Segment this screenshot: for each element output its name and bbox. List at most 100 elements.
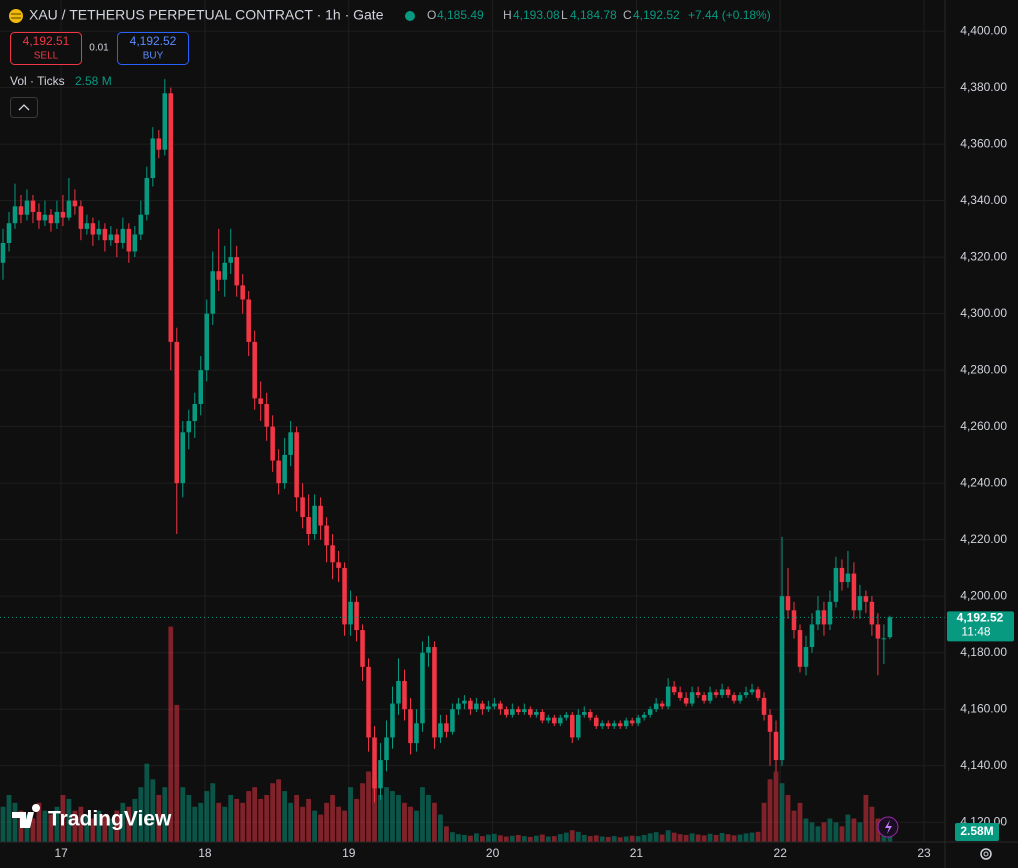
candle-body [516, 709, 521, 713]
market-status [405, 11, 415, 21]
candle-body [372, 737, 377, 789]
volume-bar [731, 835, 737, 842]
y-tick-label: 4,320.00 [960, 249, 1007, 263]
volume-bar [575, 831, 581, 842]
candle-body [390, 703, 395, 738]
volume-bar [450, 832, 455, 842]
volume-bar [803, 818, 809, 842]
collapse-icon[interactable] [18, 104, 30, 111]
buy-label[interactable]: BUY [143, 51, 164, 62]
axis-layer: 4,120.004,140.004,160.004,180.004,200.00… [54, 23, 1014, 860]
candle-body [498, 703, 503, 710]
collapse-button[interactable] [10, 97, 38, 118]
volume-bar [755, 831, 761, 842]
candle-body [701, 695, 707, 701]
candle-body [312, 505, 317, 535]
volume-bar [629, 835, 635, 842]
candle-body [114, 234, 120, 243]
volume-bar [90, 818, 96, 842]
volume-bar [761, 802, 767, 842]
volume-bar [599, 836, 605, 842]
volume-bar [683, 834, 689, 842]
candle-body [138, 214, 144, 235]
volume-bar [749, 832, 755, 842]
volume-bar [773, 771, 779, 842]
volume-bar [60, 795, 66, 842]
candle-body [42, 214, 48, 221]
volume-bar [108, 818, 114, 842]
volume-bar [689, 833, 695, 842]
candle-body [863, 596, 869, 602]
candle-body [641, 714, 647, 718]
sell-label[interactable]: SELL [34, 51, 59, 62]
y-tick-label: 4,160.00 [960, 701, 1007, 715]
volume-bar [641, 834, 647, 842]
candle-body [575, 714, 581, 738]
candle-body [528, 709, 533, 715]
volume-bar [569, 830, 575, 842]
volume-bar [12, 802, 18, 842]
volume-bar [533, 835, 539, 842]
settings-icon[interactable] [980, 848, 992, 860]
buy-price[interactable]: 4,192.52 [130, 34, 177, 48]
candle-body [156, 138, 162, 150]
volume-bar [78, 806, 84, 842]
volume-bar [671, 832, 677, 842]
volume-bar [114, 810, 120, 842]
candle-body [234, 257, 239, 286]
c-key: C [623, 8, 632, 22]
candle-body [282, 454, 287, 484]
candle-body [653, 703, 659, 710]
volume-bar [270, 783, 276, 842]
candle-body [426, 647, 431, 653]
candle-body [264, 404, 269, 427]
candle-body [761, 697, 767, 715]
candle-body [558, 717, 563, 724]
candle-body [719, 689, 725, 696]
candle-body [492, 703, 497, 707]
candle-body [617, 723, 623, 727]
candle-body [839, 567, 845, 583]
volume-bar [174, 704, 180, 842]
candle-body [348, 601, 353, 625]
candle-body [150, 138, 156, 179]
y-tick-label: 4,140.00 [960, 758, 1007, 772]
volume-bar [126, 806, 132, 842]
volume-bar [432, 802, 437, 842]
candle-body [851, 573, 857, 611]
volume-bar [138, 787, 144, 842]
y-tick-label: 4,380.00 [960, 80, 1007, 94]
volume-bar [485, 834, 491, 842]
y-tick-label: 4,240.00 [960, 475, 1007, 489]
volume-bar [306, 798, 312, 842]
volume-bar [827, 818, 833, 842]
volume-legend-label: Vol · Ticks [10, 74, 65, 88]
sell-price[interactable]: 4,192.51 [23, 34, 70, 48]
volume-bar [665, 830, 671, 842]
x-tick-label: 20 [486, 846, 500, 860]
candle-body [384, 737, 389, 761]
volume-bar [318, 814, 323, 842]
candle-body [438, 723, 443, 738]
volume-bar [563, 832, 569, 842]
candle-body [546, 717, 551, 721]
sell-button[interactable] [10, 32, 82, 65]
volume-bar [36, 802, 42, 842]
candle-body [647, 709, 653, 715]
volume-bar [384, 787, 389, 842]
volume-bar [521, 836, 527, 842]
candle-body [671, 686, 677, 693]
candle-body [324, 525, 329, 546]
candle-body [96, 228, 102, 235]
volume-bar [851, 818, 857, 842]
volume-bar [336, 806, 341, 842]
volume-bar [396, 795, 401, 842]
settings-icon-center[interactable] [983, 851, 989, 857]
buy-button[interactable] [117, 32, 189, 65]
candle-body [174, 341, 180, 484]
candle-body [24, 200, 30, 215]
lightning-icon[interactable] [885, 820, 892, 834]
volume-bar [839, 826, 845, 842]
volume-bar [180, 787, 186, 842]
candle-body [366, 666, 371, 738]
